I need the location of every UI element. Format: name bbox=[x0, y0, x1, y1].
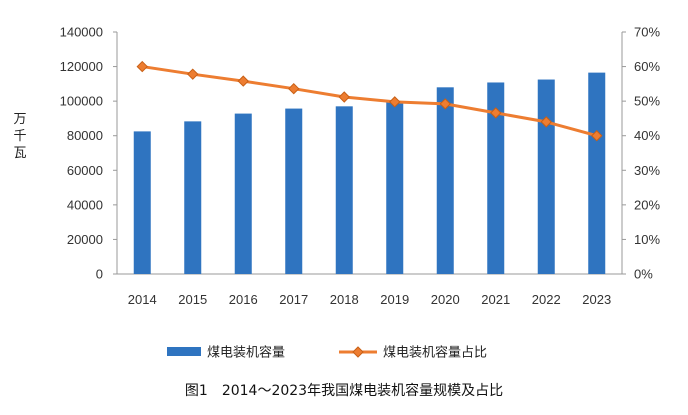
line-point bbox=[490, 107, 502, 119]
line-point bbox=[389, 96, 401, 108]
line-point bbox=[540, 116, 552, 128]
line-point bbox=[591, 130, 603, 142]
line-point bbox=[237, 75, 249, 87]
line-point bbox=[338, 91, 350, 103]
bar bbox=[133, 131, 151, 274]
left-tick-label: 20000 bbox=[67, 232, 103, 247]
x-tick-label: 2023 bbox=[582, 292, 611, 307]
right-tick-label: 40% bbox=[634, 128, 660, 143]
axes: 0 20000 40000 60000 80000 100000 120000 140000 0… bbox=[13, 25, 660, 308]
x-tick-label: 2018 bbox=[330, 292, 359, 307]
bar bbox=[184, 121, 202, 274]
legend-swatch-marker bbox=[352, 346, 364, 358]
line-point bbox=[187, 68, 199, 80]
right-tick-label: 70% bbox=[634, 25, 660, 40]
left-tick-label: 80000 bbox=[67, 128, 103, 143]
x-tick-label: 2016 bbox=[229, 292, 258, 307]
x-tick-label: 2017 bbox=[279, 292, 308, 307]
left-tick-label: 40000 bbox=[67, 197, 103, 212]
left-tick-label: 100000 bbox=[60, 94, 103, 109]
right-tick-label: 20% bbox=[634, 197, 660, 212]
legend: 煤电装机容量 煤电装机容量占比 bbox=[167, 345, 487, 361]
left-tick-label: 120000 bbox=[60, 59, 103, 74]
line-series bbox=[136, 60, 603, 142]
right-tick-label: 30% bbox=[634, 163, 660, 178]
left-tick-label: 0 bbox=[96, 267, 103, 282]
x-tick-label: 2015 bbox=[178, 292, 207, 307]
bar bbox=[285, 108, 303, 274]
bar-series bbox=[133, 72, 606, 275]
y-axis-label-char: 千 bbox=[13, 129, 26, 144]
bar bbox=[487, 82, 505, 274]
bar bbox=[588, 72, 606, 274]
bar bbox=[234, 113, 252, 275]
left-tick-label: 60000 bbox=[67, 163, 103, 178]
x-tick-label: 2019 bbox=[380, 292, 409, 307]
left-tick-label: 140000 bbox=[60, 25, 103, 40]
legend-swatch-bar bbox=[167, 347, 201, 356]
line-point bbox=[136, 60, 148, 73]
y-axis-label-char: 瓦 bbox=[13, 146, 26, 161]
bar bbox=[335, 106, 353, 274]
line-point bbox=[439, 98, 451, 110]
y-axis-label-char: 万 bbox=[13, 112, 26, 127]
right-tick-label: 60% bbox=[634, 59, 660, 74]
line-path bbox=[142, 65, 598, 138]
legend-label-bar: 煤电装机容量 bbox=[207, 345, 285, 361]
right-tick-label: 0% bbox=[634, 267, 653, 282]
bar bbox=[436, 87, 454, 274]
bar bbox=[386, 101, 404, 275]
x-tick-label: 2022 bbox=[532, 292, 561, 307]
line-point bbox=[288, 82, 300, 95]
figure-caption: 图1 2014～2023年我国煤电装机容量规模及占比 bbox=[185, 382, 503, 399]
bar bbox=[537, 79, 555, 275]
legend-label-line: 煤电装机容量占比 bbox=[383, 345, 487, 361]
right-tick-label: 50% bbox=[634, 94, 660, 109]
x-tick-label: 2021 bbox=[481, 292, 510, 307]
x-tick-label: 2014 bbox=[128, 292, 157, 307]
right-tick-label: 10% bbox=[634, 232, 660, 247]
x-tick-label: 2020 bbox=[431, 292, 460, 307]
